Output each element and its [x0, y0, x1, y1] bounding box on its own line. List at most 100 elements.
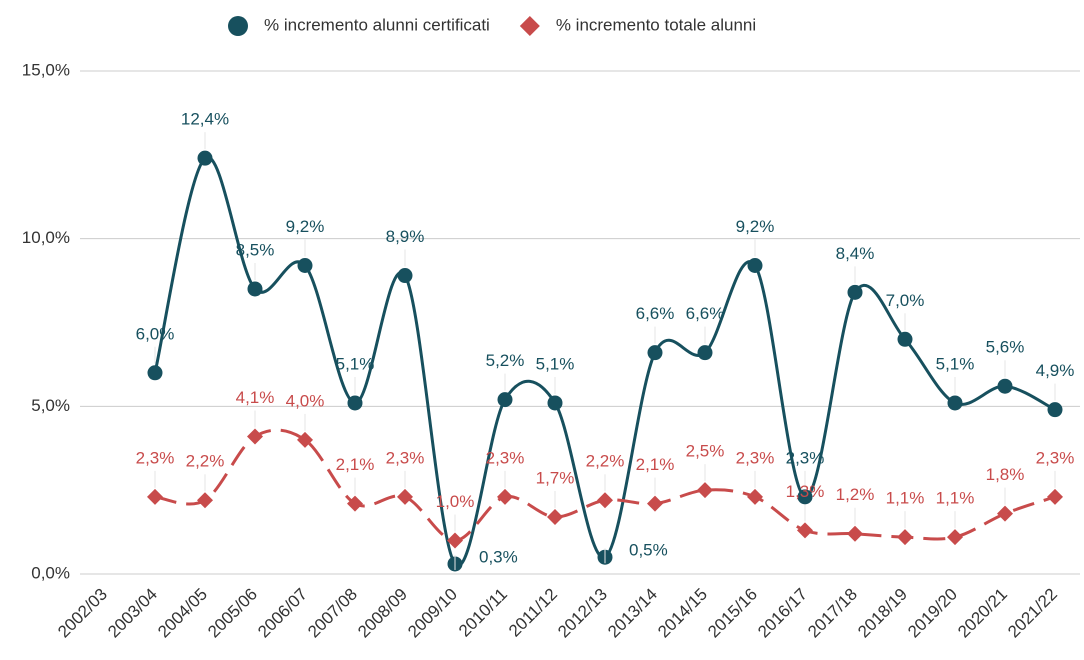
x-tick-label: 2008/09 — [354, 585, 411, 642]
data-label: 2,5% — [686, 442, 725, 461]
data-point — [197, 492, 213, 509]
data-label: 2,3% — [486, 448, 525, 467]
x-tick-label: 2019/20 — [904, 585, 961, 642]
data-point — [497, 488, 513, 505]
data-point — [347, 495, 363, 512]
data-label: 2,3% — [386, 448, 425, 467]
data-point — [897, 331, 913, 347]
data-point — [497, 392, 513, 408]
data-point — [747, 488, 763, 505]
x-tick-label: 2018/19 — [854, 585, 911, 642]
legend-marker — [228, 16, 248, 36]
data-label: 2,3% — [736, 448, 775, 467]
data-point — [247, 281, 263, 297]
data-point — [397, 488, 413, 505]
data-label: 6,6% — [686, 304, 725, 323]
data-label: 12,4% — [181, 110, 229, 129]
data-label: 4,0% — [286, 391, 325, 410]
data-label: 2,2% — [186, 452, 225, 471]
y-tick-label: 0,0% — [31, 563, 70, 582]
data-label: 1,7% — [536, 468, 575, 487]
data-point — [997, 378, 1013, 394]
x-tick-label: 2012/13 — [554, 585, 611, 642]
x-tick-label: 2003/04 — [104, 585, 161, 642]
data-point — [247, 428, 263, 445]
x-tick-label: 2020/21 — [954, 585, 1011, 642]
data-label: 9,2% — [736, 217, 775, 236]
data-point — [297, 257, 313, 273]
data-label: 8,9% — [386, 227, 425, 246]
data-point — [547, 508, 563, 525]
x-tick-label: 2017/18 — [804, 585, 861, 642]
data-point — [397, 268, 413, 284]
data-label: 4,9% — [1036, 361, 1075, 380]
data-label: 1,8% — [986, 465, 1025, 484]
x-tick-label: 2013/14 — [604, 585, 661, 642]
data-point — [597, 492, 613, 509]
data-label: 1,0% — [436, 492, 475, 511]
data-point — [297, 431, 313, 448]
legend-label: % incremento totale alunni — [556, 15, 756, 34]
data-point — [347, 395, 363, 411]
y-tick-label: 5,0% — [31, 396, 70, 415]
x-tick-label: 2016/17 — [754, 585, 811, 642]
legend-label: % incremento alunni certificati — [264, 15, 490, 34]
legend-marker — [519, 16, 540, 36]
data-label: 2,3% — [136, 448, 175, 467]
x-tick-label: 2010/11 — [455, 585, 511, 641]
data-point — [847, 284, 863, 300]
data-label: 2,2% — [586, 452, 625, 471]
data-point — [697, 345, 713, 361]
data-point — [147, 488, 163, 505]
data-point — [997, 505, 1013, 522]
data-label: 0,3% — [479, 547, 518, 566]
y-tick-label: 15,0% — [22, 60, 70, 79]
x-tick-label: 2005/06 — [204, 585, 261, 642]
x-tick-label: 2011/12 — [505, 585, 561, 641]
data-point — [647, 345, 663, 361]
data-label: 2,1% — [336, 455, 375, 474]
x-tick-label: 2015/16 — [704, 585, 761, 642]
data-label: 2,3% — [1036, 448, 1075, 467]
x-tick-label: 2004/05 — [154, 585, 211, 642]
data-point — [697, 482, 713, 499]
data-label: 9,2% — [286, 217, 325, 236]
x-tick-label: 2021/22 — [1004, 585, 1061, 642]
data-label: 7,0% — [886, 291, 925, 310]
data-label: 5,1% — [336, 354, 375, 373]
data-label: 1,2% — [836, 485, 875, 504]
data-point — [1047, 488, 1063, 505]
data-label: 5,6% — [986, 338, 1025, 357]
data-label: 5,1% — [536, 354, 575, 373]
data-point — [797, 489, 813, 505]
data-label: 0,5% — [629, 541, 668, 560]
data-point — [447, 532, 463, 549]
data-label: 8,5% — [236, 240, 275, 259]
x-tick-label: 2002/03 — [54, 585, 111, 642]
x-tick-label: 2009/10 — [404, 585, 461, 642]
data-label: 1,3% — [786, 482, 825, 501]
data-label: 2,3% — [786, 448, 825, 467]
data-point — [647, 495, 663, 512]
data-point — [197, 150, 213, 166]
data-point — [1047, 402, 1063, 418]
data-point — [897, 529, 913, 546]
data-point — [947, 529, 963, 546]
data-label: 1,1% — [886, 489, 925, 508]
y-tick-label: 10,0% — [22, 228, 70, 247]
data-label: 2,1% — [636, 455, 675, 474]
data-label: 5,2% — [486, 351, 525, 370]
data-point — [147, 365, 163, 381]
x-tick-label: 2006/07 — [254, 585, 311, 642]
data-label: 1,1% — [936, 489, 975, 508]
data-point — [547, 395, 563, 411]
data-label: 4,1% — [236, 388, 275, 407]
data-label: 6,0% — [136, 324, 175, 343]
data-label: 5,1% — [936, 354, 975, 373]
x-tick-label: 2014/15 — [654, 585, 711, 642]
data-point — [747, 257, 763, 273]
data-point — [947, 395, 963, 411]
data-point — [797, 522, 813, 539]
data-label: 6,6% — [636, 304, 675, 323]
